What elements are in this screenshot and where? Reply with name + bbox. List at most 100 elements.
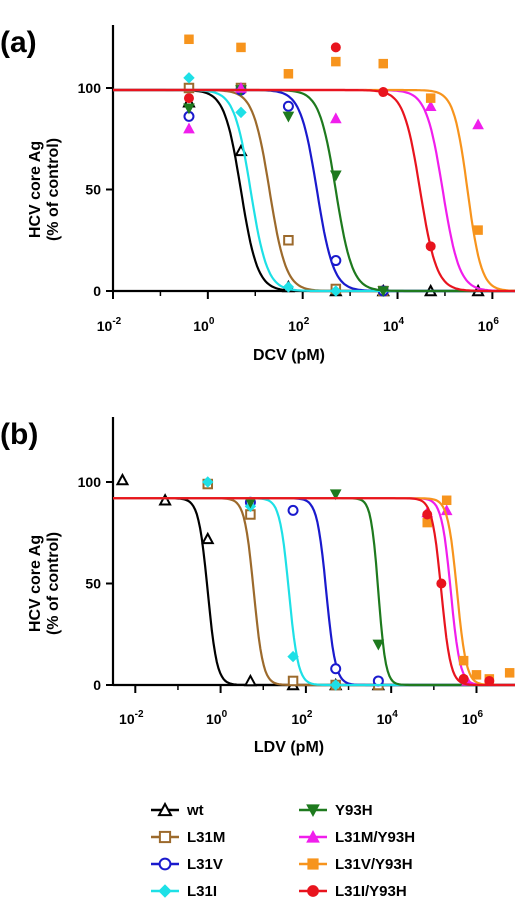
fit-curve-l31i-y93h: [113, 497, 515, 687]
legend-marker: [306, 829, 320, 843]
data-point-l31i-y93h: [422, 509, 433, 520]
panel-a: (a) 0 50 100 10-2 100 102 104 106 DCV (pM) HCV cor…: [0, 25, 515, 364]
data-point-wt: [158, 493, 172, 506]
legend: wt Y93H L31M L31M/Y93H L31V L31V/Y93H L31I L31I…: [151, 801, 415, 900]
data-point-l31m-y93h: [183, 122, 195, 134]
legend-item-l31v: L31V: [151, 856, 223, 873]
data-point-l31v-y93h: [441, 495, 452, 506]
y-tick-label: 0: [93, 677, 101, 693]
data-point-l31v-y93h: [504, 668, 515, 678]
data-point-l31v-y93h: [425, 93, 436, 103]
legend-item-y93h: Y93H: [299, 802, 373, 819]
legend-label: L31M: [187, 829, 225, 846]
data-point-wt: [243, 673, 258, 687]
x-tick-label: 100: [193, 316, 215, 334]
data-point-l31i: [202, 476, 214, 488]
data-point-l31v-y93h: [184, 34, 194, 45]
data-point-l31v-y93h: [458, 655, 469, 666]
data-point-l31v-y93h: [471, 670, 482, 680]
legend-item-l31m-y93h: L31M/Y93H: [299, 829, 415, 846]
fit-curve-l31m-y93h: [113, 497, 515, 687]
y-axis-subtitle: (% of control): [45, 532, 62, 635]
data-point-y93h: [329, 170, 342, 182]
data-point-l31i-y93h: [436, 578, 447, 589]
x-tick-label: 106: [462, 709, 484, 727]
data-point-l31v: [282, 100, 294, 112]
series-wt: [113, 472, 515, 691]
x-axis-title: LDV (pM): [254, 739, 324, 756]
data-point-y93h: [183, 103, 195, 115]
data-point-l31i: [287, 650, 299, 663]
x-tick-label: 10-2: [97, 316, 122, 334]
fit-curve-l31v-y93h: [113, 88, 515, 292]
series-l31i: [113, 72, 515, 297]
x-tick-label: 106: [478, 316, 500, 334]
x-axis-title: DCV (pM): [253, 347, 325, 364]
legend-marker: [307, 885, 319, 897]
x-tick-label: 100: [206, 709, 228, 727]
legend-label: L31I: [187, 883, 217, 900]
data-point-y93h: [377, 286, 390, 298]
series-l31v: [113, 496, 515, 687]
y-tick-label: 50: [85, 182, 101, 198]
data-point-l31i: [235, 106, 247, 119]
legend-marker: [307, 858, 319, 870]
series-l31m-y93h: [113, 497, 515, 687]
x-tick-label: 102: [288, 316, 310, 334]
series-l31i-y93h: [113, 42, 515, 293]
data-point-l31i-y93h: [330, 42, 341, 53]
data-point-l31i: [330, 285, 342, 297]
data-point-l31v: [287, 504, 299, 516]
legend-marker: [157, 801, 173, 817]
y-tick-label: 100: [78, 80, 102, 96]
panel-b: (b) 0 50 100 10-2 100 102 104 106 LDV (pM) HCV cor…: [0, 417, 515, 756]
x-tick-label: 10-2: [119, 709, 144, 727]
data-point-y93h: [372, 639, 385, 651]
legend-marker: [306, 804, 320, 818]
y-tick-label: 50: [85, 576, 101, 592]
legend-label: L31I/Y93H: [335, 883, 407, 900]
legend-marker: [158, 884, 172, 898]
legend-item-wt: wt: [151, 801, 204, 819]
legend-item-l31i-y93h: L31I/Y93H: [299, 883, 407, 900]
legend-marker: [158, 857, 172, 871]
x-tick-label: 102: [291, 709, 313, 727]
data-point-l31i-y93h: [183, 93, 194, 104]
data-point-l31i-y93h: [484, 675, 495, 686]
data-point-l31v: [330, 663, 342, 675]
series-l31i-y93h: [113, 497, 515, 687]
legend-label: L31M/Y93H: [335, 829, 415, 846]
data-point-y93h: [329, 489, 342, 501]
y-axis-subtitle: (% of control): [45, 138, 62, 241]
data-point-l31i: [282, 281, 295, 293]
data-point-wt: [115, 472, 130, 486]
data-point-l31m: [183, 82, 195, 94]
data-point-l31i: [183, 72, 195, 84]
panel-label: (b): [0, 418, 38, 451]
legend-label: wt: [186, 802, 204, 819]
panel-label: (a): [0, 26, 37, 59]
x-tick-label: 104: [377, 709, 399, 727]
fit-curve-l31i-y93h: [113, 88, 515, 293]
legend-label: Y93H: [335, 802, 373, 819]
fit-curve-l31m: [113, 497, 515, 687]
data-point-l31v-y93h: [473, 225, 483, 235]
data-point-l31m-y93h: [472, 118, 484, 130]
data-point-l31v-y93h: [422, 517, 432, 528]
fit-curve-wt: [113, 497, 515, 687]
legend-item-l31m: L31M: [151, 829, 225, 846]
fit-curve-y93h: [113, 497, 515, 687]
data-point-l31m-y93h: [329, 112, 342, 124]
legend-label: L31V/Y93H: [335, 856, 413, 873]
fit-curve-l31v-y93h: [113, 497, 515, 687]
x-tick-label: 104: [383, 316, 405, 334]
data-point-l31m: [283, 235, 294, 246]
y-axis-title: HCV core Ag: [27, 141, 44, 238]
legend-item-l31v-y93h: L31V/Y93H: [299, 856, 413, 873]
data-point-l31v: [330, 255, 342, 267]
data-point-l31v-y93h: [236, 42, 246, 53]
series-l31v-y93h: [113, 495, 515, 687]
data-point-l31i-y93h: [425, 241, 436, 252]
series-y93h: [113, 489, 515, 687]
data-point-l31v-y93h: [283, 69, 294, 79]
